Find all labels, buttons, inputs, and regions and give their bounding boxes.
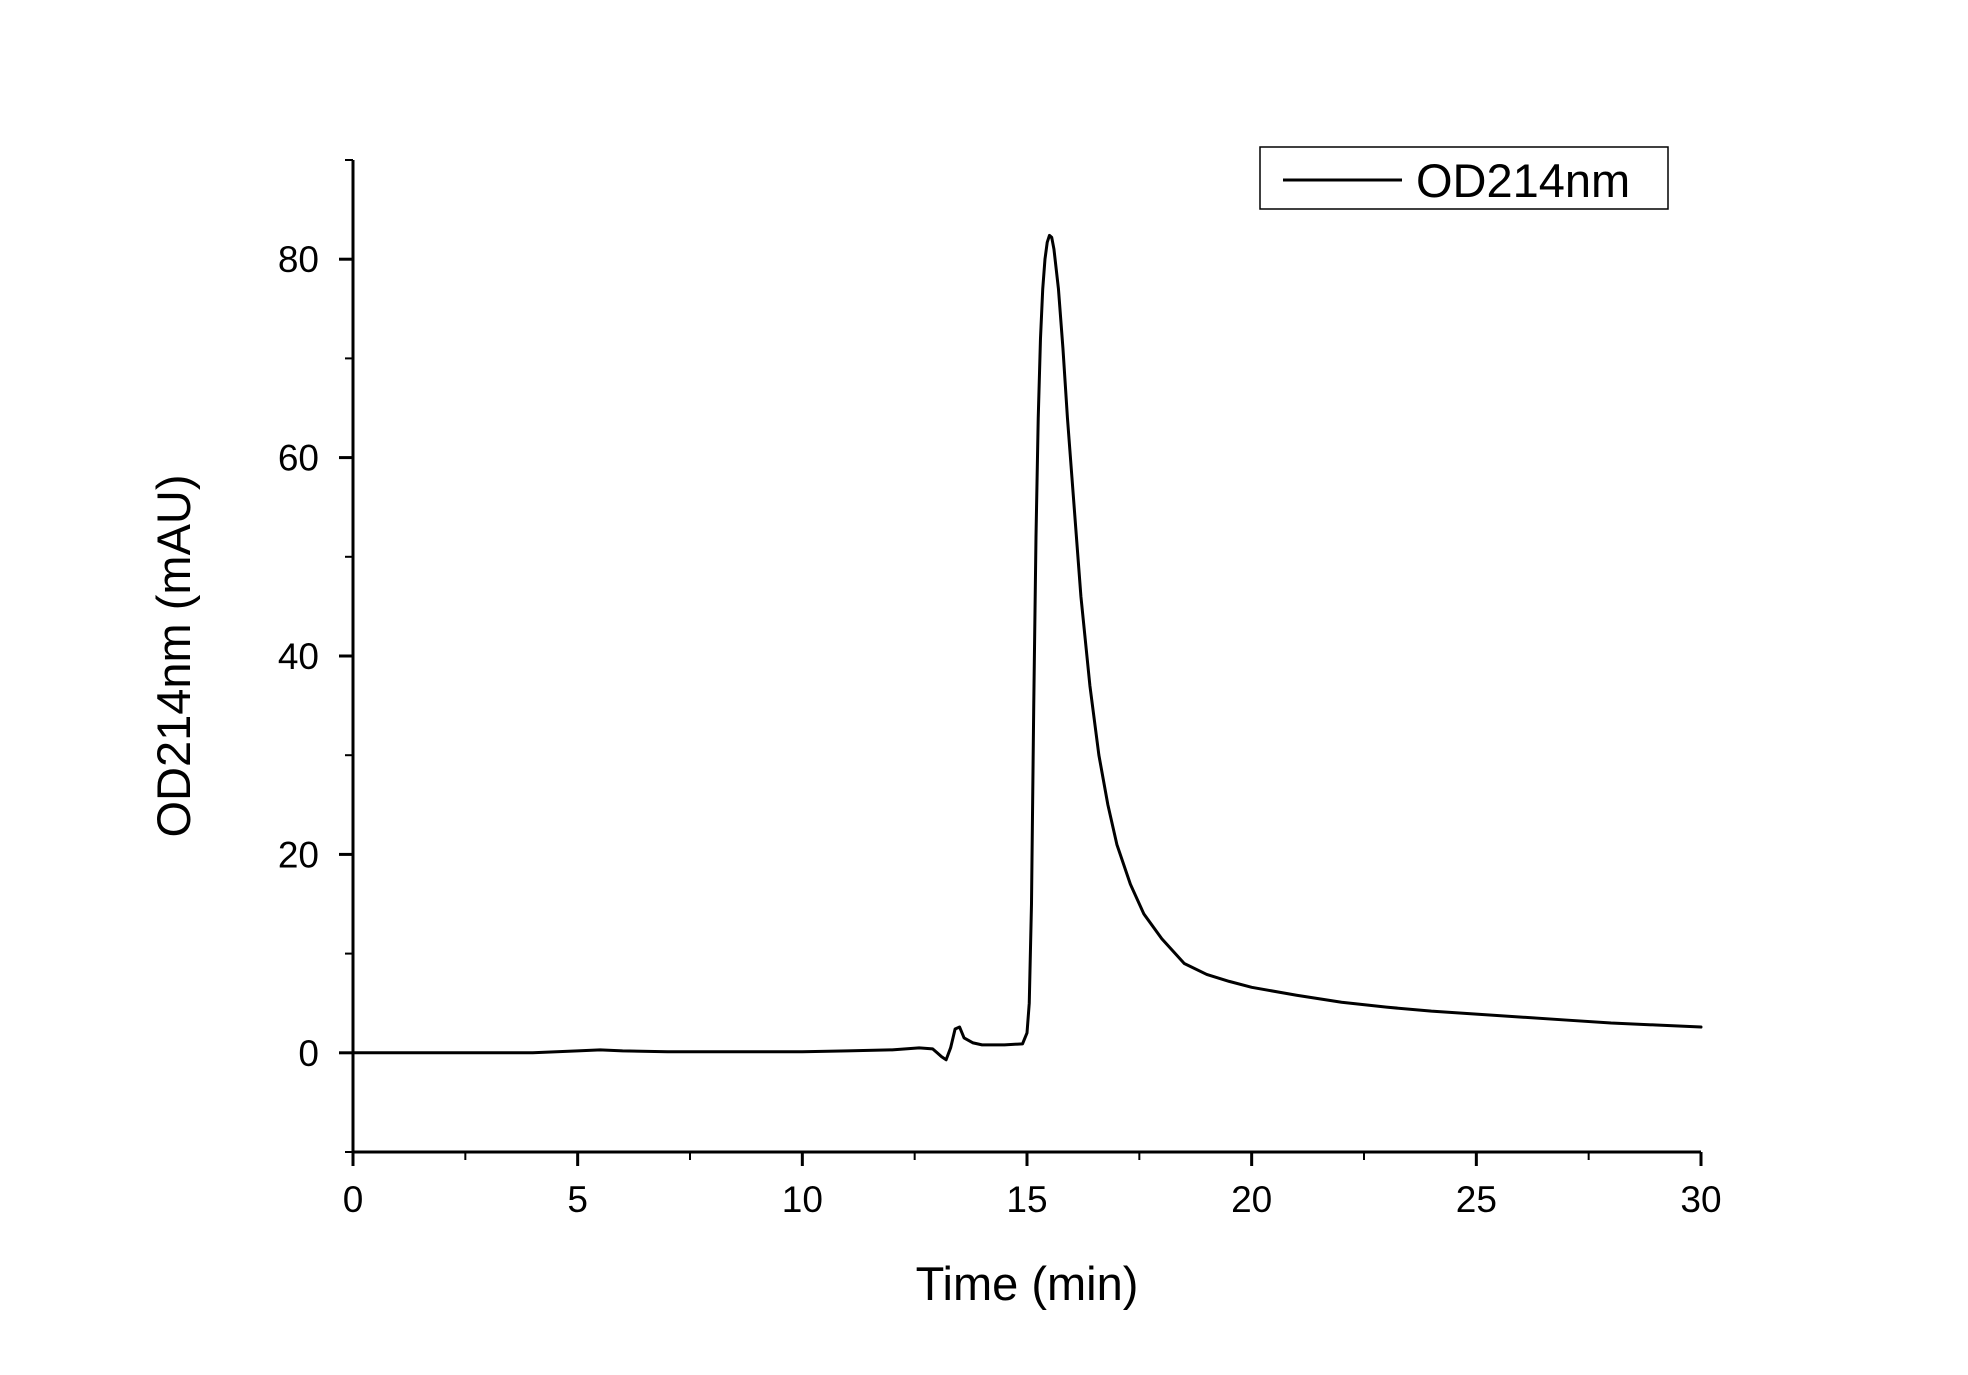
x-tick-label: 5 <box>567 1179 588 1220</box>
x-tick-label: 0 <box>343 1179 364 1220</box>
y-tick-label: 0 <box>298 1033 319 1074</box>
x-tick-label: 15 <box>1006 1179 1047 1220</box>
y-tick-label: 20 <box>278 834 319 875</box>
y-tick-label: 40 <box>278 636 319 677</box>
legend-box <box>1259 146 1669 210</box>
y-axis-title: OD214nm (mAU) <box>147 474 200 837</box>
x-tick-label: 20 <box>1231 1179 1272 1220</box>
x-tick-label: 30 <box>1680 1179 1721 1220</box>
plot-area <box>351 233 1703 1062</box>
y-ticks: 0 20 40 60 80 <box>278 159 353 1153</box>
legend-label: OD214nm <box>1416 154 1630 207</box>
series-line <box>351 233 1703 1062</box>
x-axis-title: Time (min) <box>916 1257 1139 1310</box>
x-ticks: 0 5 10 15 20 25 30 <box>343 1152 1722 1220</box>
legend: OD214nm <box>1259 146 1669 210</box>
x-tick-label: 10 <box>782 1179 823 1220</box>
axes: 0 5 10 15 20 25 30 0 20 40 60 80 <box>278 159 1722 1220</box>
x-tick-label: 25 <box>1456 1179 1497 1220</box>
y-tick-label: 80 <box>278 239 319 280</box>
y-tick-label: 60 <box>278 438 319 479</box>
